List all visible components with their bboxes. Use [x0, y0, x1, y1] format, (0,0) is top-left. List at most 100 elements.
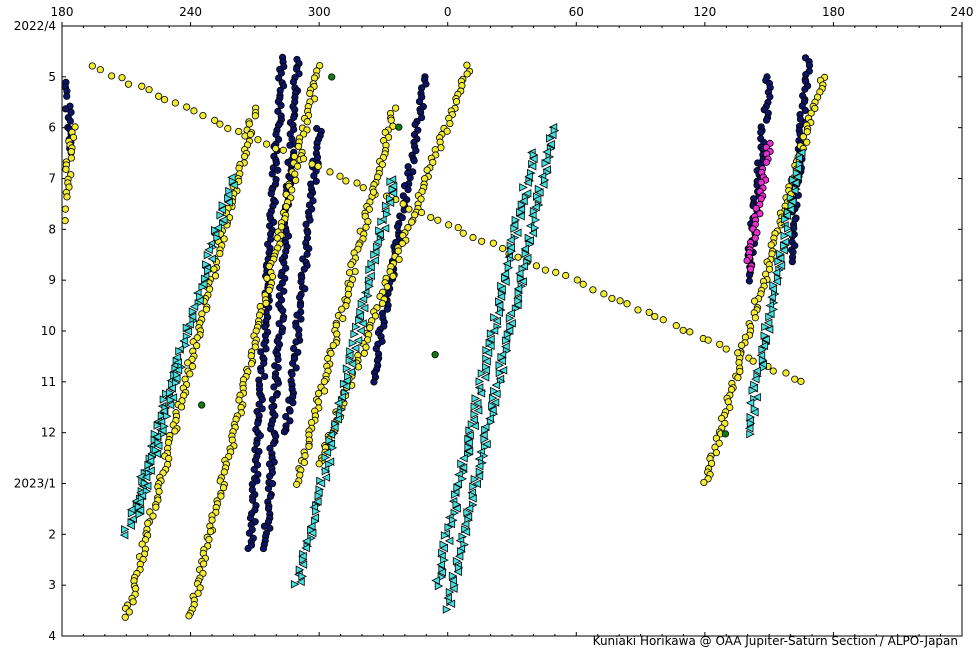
data-point-cyan	[547, 130, 557, 140]
data-point-yellow	[395, 255, 403, 264]
data-point-yellow	[96, 66, 104, 74]
data-point-navy	[788, 258, 796, 266]
data-point-cyan	[437, 572, 447, 582]
data-point-cyan	[772, 277, 781, 286]
data-point-yellow	[738, 341, 746, 349]
data-point-cyan	[780, 241, 789, 250]
data-point-cyan	[760, 331, 770, 340]
data-point-yellow	[171, 99, 179, 107]
data-point-navy	[300, 265, 308, 273]
data-point-cyan	[365, 282, 374, 291]
data-point-cyan	[325, 436, 335, 445]
data-point-yellow	[463, 61, 471, 69]
y-tick-label: 12	[41, 426, 56, 440]
data-point-yellow	[211, 272, 220, 280]
data-point-cyan	[370, 250, 379, 260]
data-point-cyan	[306, 522, 316, 531]
data-point-cyan	[162, 389, 171, 398]
data-point-yellow	[263, 274, 271, 282]
data-point-yellow	[296, 471, 304, 479]
data-point-navy	[274, 355, 282, 364]
data-point-navy	[274, 379, 283, 387]
data-point-cyan	[218, 201, 228, 210]
data-point-cyan	[507, 247, 517, 256]
data-point-yellow	[247, 360, 256, 368]
data-point-yellow	[288, 186, 296, 194]
data-point-navy	[418, 113, 426, 122]
data-point-green	[721, 430, 729, 438]
data-point-yellow	[623, 300, 631, 308]
data-point-navy	[254, 419, 262, 427]
data-point-yellow	[700, 478, 708, 487]
data-point-cyan	[475, 377, 485, 386]
data-point-yellow	[125, 608, 133, 616]
data-point-cyan	[202, 260, 211, 269]
data-point-navy	[286, 417, 294, 425]
data-point-cyan	[776, 261, 786, 270]
data-point-yellow	[320, 387, 329, 395]
y-tick-label: 2	[48, 527, 56, 541]
data-point-yellow	[782, 369, 790, 377]
data-point-cyan	[464, 446, 474, 456]
data-point-yellow	[202, 305, 210, 313]
data-point-cyan	[761, 335, 770, 344]
data-point-navy	[259, 544, 268, 553]
data-point-yellow	[634, 306, 642, 314]
data-point-navy	[289, 399, 297, 407]
data-point-yellow	[228, 436, 236, 444]
data-point-cyan	[789, 186, 799, 196]
data-point-navy	[393, 223, 402, 231]
data-point-yellow	[765, 265, 774, 273]
data-point-cyan	[780, 231, 790, 241]
data-point-navy	[280, 428, 289, 436]
data-point-yellow	[383, 283, 391, 291]
data-point-yellow	[751, 314, 759, 322]
data-point-cyan	[216, 211, 225, 220]
data-point-cyan	[514, 288, 524, 298]
data-point-navy	[745, 271, 754, 279]
data-point-cyan	[350, 343, 360, 353]
data-point-cyan	[490, 313, 499, 322]
data-point-navy	[278, 328, 286, 336]
data-point-cyan	[181, 341, 191, 350]
x-tick-label: 60	[569, 5, 584, 19]
data-point-yellow	[378, 299, 387, 308]
data-point-cyan	[501, 277, 510, 286]
data-point-cyan	[185, 320, 194, 329]
data-point-yellow	[211, 116, 219, 125]
data-point-cyan	[444, 523, 453, 532]
data-point-cyan	[359, 303, 369, 313]
data-point-yellow	[469, 233, 477, 242]
data-point-cyan	[436, 560, 445, 569]
data-point-navy	[410, 157, 418, 165]
data-point-yellow	[573, 276, 581, 284]
data-point-cyan	[471, 394, 481, 403]
data-point-navy	[404, 186, 412, 194]
data-point-cyan	[791, 178, 800, 188]
data-point-cyan	[775, 253, 785, 263]
data-point-navy	[61, 105, 70, 113]
data-point-yellow	[240, 152, 249, 161]
data-point-yellow	[67, 154, 75, 162]
y-tick-label: 7	[48, 172, 56, 186]
data-point-cyan	[794, 154, 803, 163]
data-point-yellow	[129, 598, 137, 606]
data-point-yellow	[247, 352, 255, 360]
data-point-navy	[274, 166, 282, 174]
data-point-cyan	[539, 180, 548, 189]
data-point-yellow	[392, 104, 400, 112]
data-point-yellow	[254, 136, 262, 144]
data-point-yellow	[185, 612, 193, 620]
data-point-yellow	[315, 460, 323, 468]
data-point-cyan	[506, 308, 516, 318]
data-point-cyan	[541, 159, 551, 168]
data-point-cyan	[470, 410, 479, 419]
data-point-navy	[415, 97, 424, 106]
data-point-navy	[297, 315, 305, 323]
data-point-cyan	[472, 479, 481, 488]
data-point-yellow	[314, 389, 323, 398]
data-point-cyan	[439, 543, 448, 553]
data-point-cyan	[141, 472, 151, 482]
data-point-cyan	[352, 322, 361, 332]
data-point-cyan	[776, 249, 785, 259]
